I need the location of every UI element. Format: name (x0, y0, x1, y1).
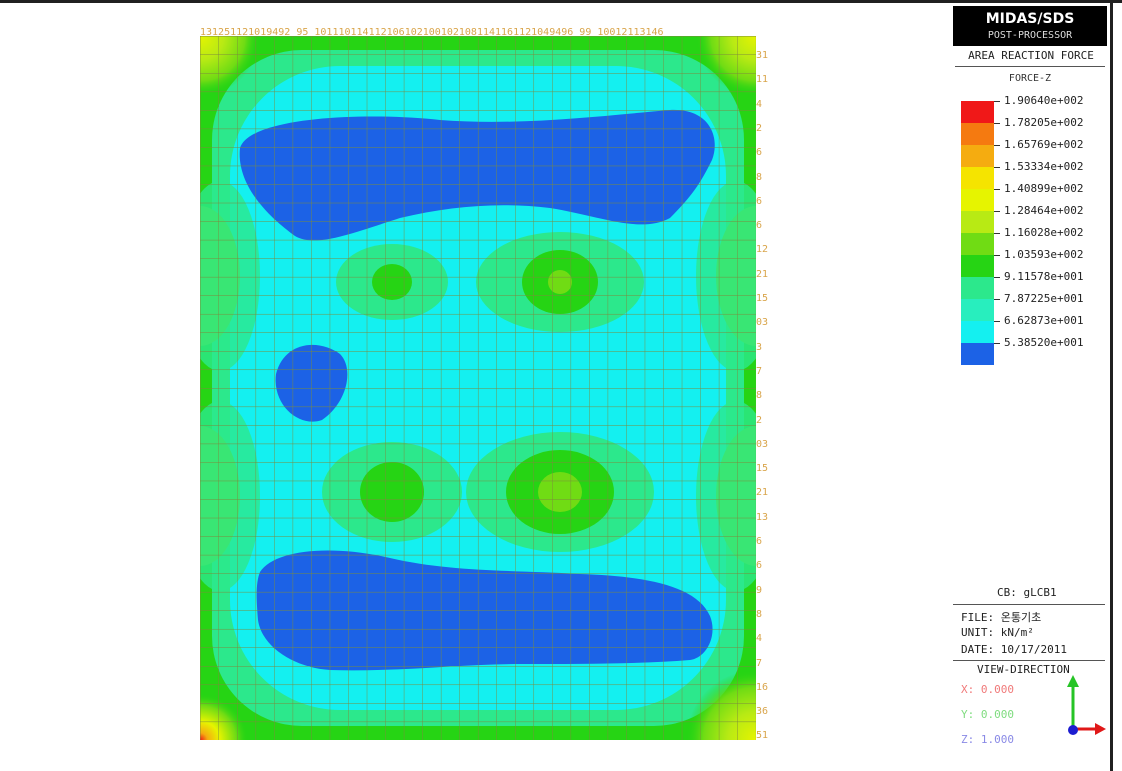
legend-value: 5.38520e+001 (1004, 336, 1084, 349)
load-combination: CB: gLCB1 (997, 586, 1057, 599)
top-edge-values: 131251121019492 95 101110114112106102100… (200, 27, 664, 38)
edge-node-value: 76 (750, 147, 763, 159)
edge-node-value: 103 (750, 317, 769, 329)
mesh-grid (200, 36, 756, 740)
legend-tick (994, 101, 1000, 102)
edge-node-value: 103 (750, 438, 769, 450)
legend-tick (994, 321, 1000, 322)
edge-node-value: 88 (750, 390, 763, 402)
legend-swatch (961, 321, 994, 343)
edge-node-value: 84 (750, 633, 763, 645)
legend-tick (994, 189, 1000, 190)
edge-node-value: 121 (750, 487, 769, 499)
edge-node-value: 94 (750, 98, 763, 110)
divider (953, 660, 1105, 661)
edge-node-value: 97 (750, 657, 763, 669)
edge-node-value: 86 (750, 560, 763, 572)
legend-value: 1.03593e+002 (1004, 248, 1084, 261)
edge-node-value: 96 (750, 220, 763, 232)
legend-swatch (961, 255, 994, 277)
legend-value: 1.53334e+002 (1004, 160, 1084, 173)
unit-label: UNIT: kN/m² (961, 626, 1034, 639)
legend-tick (994, 299, 1000, 300)
view-z: Z: 1.000 (961, 733, 1014, 746)
legend-tick (994, 123, 1000, 124)
component-label: FORCE-Z (1008, 73, 1052, 84)
edge-node-value: 78 (750, 171, 763, 183)
edge-node-value: 131 (750, 50, 769, 61)
legend-swatch (961, 189, 994, 211)
legend-swatch (961, 233, 994, 255)
edge-node-value: 111 (750, 74, 769, 86)
legend-value: 7.87225e+001 (1004, 292, 1084, 305)
legend-tick (994, 255, 1000, 256)
edge-node-value: 136 (750, 706, 769, 718)
edge-node-value: 93 (750, 341, 763, 353)
legend-swatch (961, 167, 994, 189)
edge-node-value: 87 (750, 365, 763, 377)
legend-tick (994, 145, 1000, 146)
legend-value: 1.28464e+002 (1004, 204, 1084, 217)
window-top-border (0, 0, 1122, 3)
divider (955, 66, 1105, 67)
edge-node-value: 121 (750, 268, 769, 280)
brand-subtitle: POST-PROCESSOR (987, 30, 1073, 41)
edge-node-value: 112 (750, 244, 769, 256)
legend-tick (994, 343, 1000, 344)
legend-tick (994, 211, 1000, 212)
result-type: AREA REACTION FORCE (968, 49, 1094, 62)
brand-title: MIDAS/SDS (985, 11, 1075, 27)
edge-node-value: 96 (750, 536, 763, 547)
legend-value: 1.40899e+002 (1004, 182, 1084, 195)
edge-node-value: 92 (750, 414, 763, 426)
legend-value: 1.16028e+002 (1004, 226, 1084, 239)
axis-triad-icon (1067, 675, 1106, 735)
legend-swatch (961, 299, 994, 321)
edge-node-value: 116 (750, 681, 769, 693)
legend-value: 1.78205e+002 (1004, 116, 1084, 129)
edge-node-value: 78 (750, 608, 763, 620)
edge-node-value: 115 (750, 463, 769, 475)
contour-plot[interactable] (200, 36, 756, 740)
legend-tick (994, 277, 1000, 278)
legend-swatch (961, 211, 994, 233)
legend-swatch (961, 145, 994, 167)
panel-divider (1110, 0, 1113, 771)
legend-swatch (961, 101, 994, 123)
contour-svg (200, 36, 756, 740)
edge-node-value: 151 (750, 730, 769, 742)
post-processor-panel: MIDAS/SDS POST-PROCESSOR AREA REACTION F… (953, 3, 1110, 771)
date-label: DATE: 10/17/2011 (961, 643, 1067, 656)
view-direction-title: VIEW-DIRECTION (977, 663, 1070, 676)
file-name: FILE: 온통기초 (961, 611, 1042, 624)
view-x: X: 0.000 (961, 683, 1014, 696)
legend-tick (994, 167, 1000, 168)
legend-swatch (961, 123, 994, 145)
legend-swatch (961, 277, 994, 299)
legend-swatch (961, 343, 994, 365)
edge-node-value: 113 (750, 511, 769, 523)
divider (953, 604, 1105, 605)
legend-value: 1.65769e+002 (1004, 138, 1084, 151)
edge-node-value: 86 (750, 195, 763, 207)
edge-node-value: 82 (750, 122, 763, 134)
legend-value: 9.11578e+001 (1004, 270, 1084, 283)
edge-node-value: 115 (750, 293, 769, 304)
legend-tick (994, 233, 1000, 234)
legend-value: 6.62873e+001 (1004, 314, 1084, 327)
legend-value: 1.90640e+002 (1004, 94, 1084, 107)
view-y: Y: 0.000 (961, 708, 1014, 721)
brand-header: MIDAS/SDS POST-PROCESSOR (953, 6, 1107, 46)
edge-node-value: 79 (750, 584, 763, 596)
